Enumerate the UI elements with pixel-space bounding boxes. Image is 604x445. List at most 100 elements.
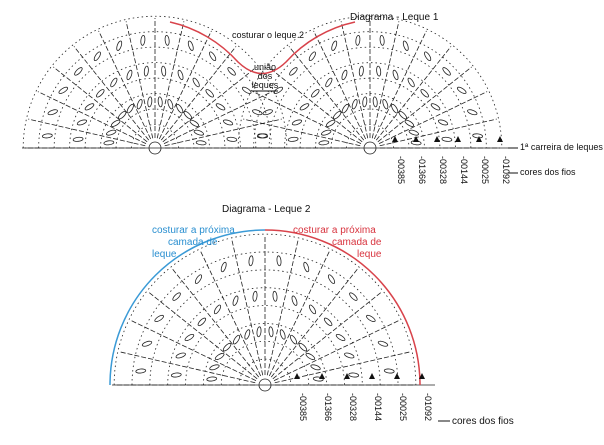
stitch-ray: [377, 66, 472, 143]
stitch-ray: [125, 21, 154, 139]
fan-diagrams: [22, 15, 508, 392]
puff-stitch: [177, 69, 184, 81]
stitch-ray: [268, 249, 331, 377]
puff-stitch: [175, 352, 186, 359]
puff-stitch: [372, 96, 378, 108]
puff-stitch: [93, 51, 101, 62]
puff-stitch: [209, 51, 217, 62]
puff-stitch: [197, 317, 207, 327]
puff-stitch: [404, 119, 415, 127]
stitch-ray: [378, 91, 488, 145]
puff-stitch: [103, 140, 115, 146]
stitch-row: [38, 31, 272, 149]
puff-stitch: [355, 34, 361, 46]
puff-stitch: [106, 129, 117, 136]
stitch-row: [167, 287, 363, 386]
puff-stitch: [209, 364, 220, 371]
puff-stitch: [187, 40, 194, 51]
puff-stitch: [392, 69, 399, 81]
puff-stitch: [272, 290, 278, 302]
join-label: leques: [252, 80, 279, 90]
puff-stitch: [407, 77, 415, 88]
puff-stitch: [311, 89, 320, 98]
stitch-row: [299, 77, 441, 149]
puff-stitch: [172, 292, 181, 301]
stitch-row: [220, 341, 310, 386]
puff-stitch: [141, 340, 153, 347]
join-label: união: [254, 62, 276, 72]
stitch-ray: [313, 30, 367, 140]
sew-label-right: camada de: [332, 237, 382, 248]
stitch-ray: [162, 66, 257, 143]
stitch-ray: [171, 267, 260, 378]
stitch-ray: [73, 46, 150, 141]
sew-label-left: camada de: [168, 237, 218, 248]
puff-stitch: [110, 119, 121, 127]
color-code: -00385: [396, 156, 406, 184]
puff-stitch: [252, 109, 263, 116]
sew-arc-right: [264, 229, 421, 386]
fan: [112, 233, 435, 392]
puff-stitch: [176, 103, 184, 114]
puff-stitch: [222, 119, 234, 126]
puff-stitch: [194, 274, 203, 284]
puff-stitch: [58, 86, 69, 94]
puff-stitch: [420, 89, 429, 98]
center-ring: [148, 141, 162, 155]
stitch-row: [253, 31, 487, 149]
stitch-ray: [37, 91, 147, 145]
puff-stitch: [110, 77, 118, 88]
color-codes: -00385 -01366 -00328 -00144 -00025 -01092: [294, 373, 433, 421]
puff-stitch: [126, 69, 133, 81]
puff-stitch: [325, 119, 336, 127]
puff-stitch: [441, 136, 453, 142]
puff-stitch: [287, 136, 299, 142]
puff-stitch: [154, 314, 164, 323]
sew-label: costurar o leque 2: [232, 30, 304, 40]
puff-stitch: [408, 129, 419, 136]
puff-stitch: [289, 67, 298, 76]
center-ring: [363, 141, 377, 155]
puff-stitch: [213, 304, 222, 315]
sew-label-right: costurar a próxima: [293, 225, 376, 236]
stitch-ray: [118, 351, 256, 384]
puff-stitch: [84, 103, 95, 111]
color-codes: -00385 -01366 -00328 -00144 -00025 -01092: [392, 136, 511, 184]
puff-stitch: [170, 372, 182, 378]
puff-stitch: [312, 376, 324, 382]
puff-stitch: [126, 103, 134, 114]
color-code: -00328: [348, 393, 358, 421]
color-code: -00144: [373, 393, 383, 421]
puff-stitch: [402, 40, 409, 51]
stitch-ray: [158, 30, 212, 140]
marker-arrow: [434, 136, 440, 142]
puff-stitch: [74, 67, 83, 76]
puff-stitch: [344, 352, 355, 359]
stitch-ray: [373, 30, 427, 140]
marker-arrow: [413, 136, 419, 142]
puff-stitch: [308, 304, 317, 315]
puff-stitch: [167, 99, 174, 110]
marker-arrow: [455, 136, 461, 142]
stitch-ray: [270, 267, 359, 378]
puff-stitch: [298, 342, 308, 352]
puff-stitch: [195, 140, 207, 146]
puff-stitch: [291, 119, 303, 126]
fan: [237, 15, 508, 155]
stitch-ray: [243, 118, 361, 147]
puff-stitch: [96, 89, 105, 98]
puff-stitch: [256, 133, 268, 139]
puff-stitch: [262, 109, 273, 116]
stitch-ray: [273, 319, 401, 382]
puff-stitch: [430, 103, 441, 111]
puff-stitch: [424, 51, 432, 62]
puff-stitch: [244, 329, 251, 340]
stitch-ray: [379, 118, 497, 147]
stitch-ray: [371, 21, 400, 139]
stitch-row: [53, 46, 257, 149]
sew-arc-left: [109, 229, 266, 386]
stitch-row: [346, 124, 394, 149]
puff-stitch: [248, 255, 254, 267]
puff-stitch: [227, 67, 236, 76]
color-code: -01366: [417, 156, 427, 184]
